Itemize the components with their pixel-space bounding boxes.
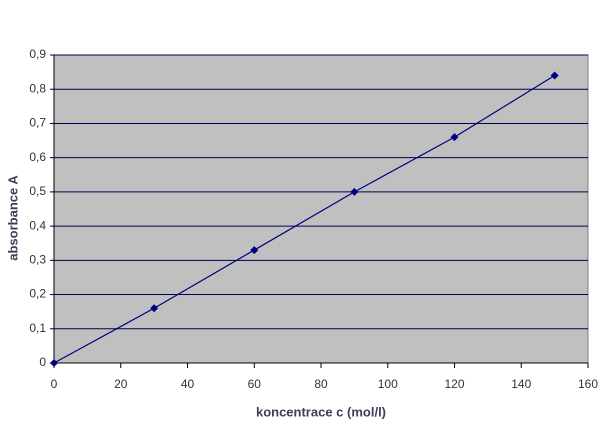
data-line [53,75,555,364]
x-tick-label: 100 [378,377,398,391]
data-point [550,71,559,80]
x-tick-label: 120 [444,377,464,391]
y-tick-label: 0,2 [29,287,46,301]
plot-area [53,54,589,364]
data-point [450,133,459,142]
y-tick-label: 0,9 [29,47,46,61]
x-tick-label: 160 [578,377,598,391]
x-tick-label: 0 [51,377,58,391]
data-point [250,246,259,255]
y-tick-label: 0,7 [29,116,46,130]
x-tick-label: 20 [114,377,128,391]
y-tick-label: 0,4 [29,218,46,232]
y-axis-title: absorbance A [5,175,20,261]
y-tick-label: 0,6 [29,150,46,164]
x-axis-title: koncentrace c (mol/l) [256,404,386,419]
x-tick-label: 140 [511,377,531,391]
x-tick-label: 80 [314,377,328,391]
x-tick-label: 60 [248,377,262,391]
x-tick-label: 40 [181,377,195,391]
data-point [350,187,359,196]
y-tick-label: 0,1 [29,321,46,335]
data-point [150,304,159,313]
data-point [50,359,58,367]
y-tick-label: 0,8 [29,81,46,95]
y-tick-label: 0,5 [29,184,46,198]
y-tick-label: 0 [39,355,46,369]
y-tick-label: 0,3 [29,253,46,267]
